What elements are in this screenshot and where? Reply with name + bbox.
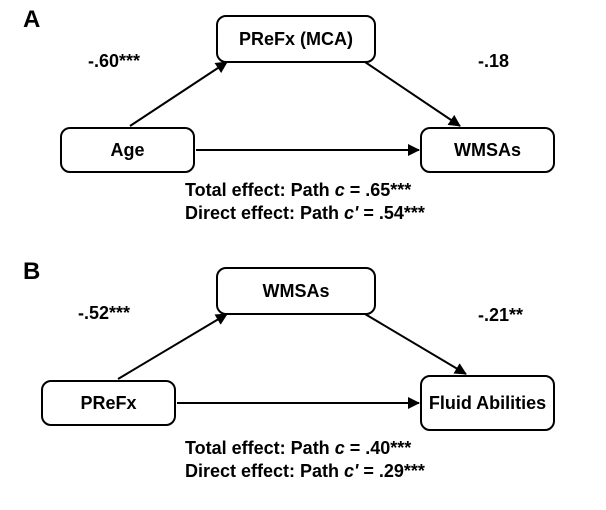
panel-b-right-text: Fluid Abilities — [429, 393, 546, 414]
panel-b-path-a-coef: -.52*** — [78, 303, 130, 324]
panel-a-label: A — [23, 6, 40, 34]
panel-a-right-text: WMSAs — [454, 140, 521, 161]
panel-a-mediator-text: PReFx (MCA) — [239, 29, 353, 50]
panel-b-direct-effect: Direct effect: Path c' = .29*** — [185, 461, 425, 482]
panel-b-mediator-text: WMSAs — [263, 281, 330, 302]
panel-a-arrow-mediator-right — [365, 62, 460, 126]
panel-a-total-effect: Total effect: Path c = .65*** — [185, 180, 411, 201]
panel-b-left-node: PReFx — [41, 380, 176, 426]
panel-a-mediator-node: PReFx (MCA) — [216, 15, 376, 63]
panel-b-label: B — [23, 258, 40, 286]
panel-b-total-effect: Total effect: Path c = .40*** — [185, 438, 411, 459]
panel-b-mediator-node: WMSAs — [216, 267, 376, 315]
panel-a-path-b-coef: -.18 — [478, 51, 509, 72]
panel-b-path-b-coef: -.21** — [478, 305, 523, 326]
panel-a-arrow-left-mediator — [130, 62, 227, 126]
panel-a-left-node: Age — [60, 127, 195, 173]
panel-b-arrow-left-mediator — [118, 314, 227, 379]
panel-b-right-node: Fluid Abilities — [420, 375, 555, 431]
panel-a-left-text: Age — [110, 140, 144, 161]
panel-a-right-node: WMSAs — [420, 127, 555, 173]
panel-b-left-text: PReFx — [80, 393, 136, 414]
panel-b-arrow-mediator-right — [365, 314, 466, 374]
panel-b-arrows — [0, 0, 606, 510]
panel-a-direct-effect: Direct effect: Path c' = .54*** — [185, 203, 425, 224]
panel-a-path-a-coef: -.60*** — [88, 51, 140, 72]
